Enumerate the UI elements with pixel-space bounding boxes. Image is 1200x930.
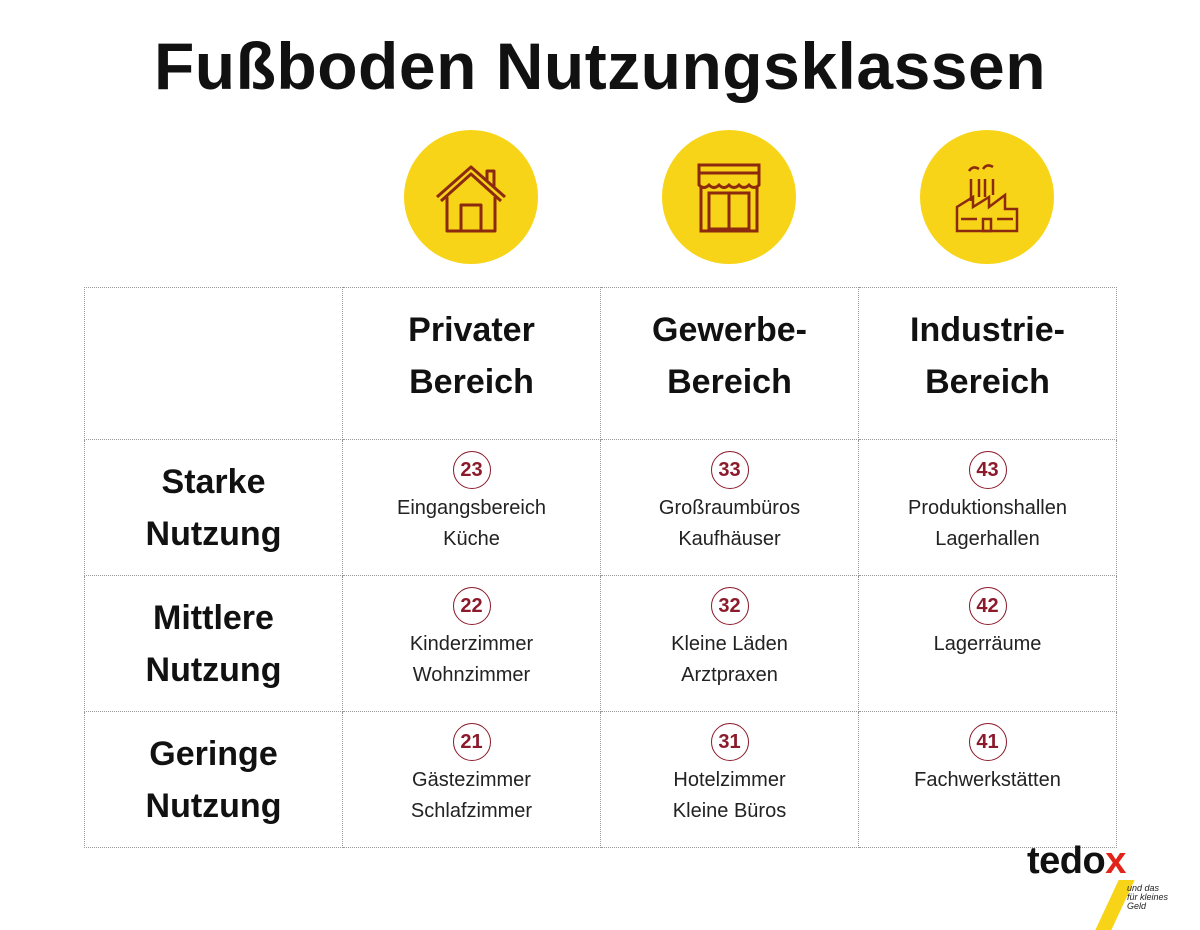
row-header: Geringe Nutzung [84, 711, 343, 848]
table-row: Starke Nutzung 23 Eingangsbereich Küche 33 Gro… [84, 439, 1117, 576]
row-header-line: Starke [161, 462, 266, 501]
room-type: Lagerräume [933, 633, 1042, 655]
commercial-icon-circle [662, 130, 796, 264]
class-number-badge: 31 [710, 723, 749, 761]
table-row: Geringe Nutzung 21 Gästezimmer Schlafzimmer 3… [84, 711, 1117, 848]
usage-class-cell: 22 Kinderzimmer Wohnzimmer [342, 575, 601, 712]
row-header-line: Nutzung [145, 650, 282, 689]
room-type: Kleine Büros [672, 800, 787, 822]
room-type: Hotelzimmer [673, 769, 786, 791]
usage-class-table: Privater Bereich Gewerbe- Bereich Industri… [84, 287, 1117, 848]
room-type: Produktionshallen [908, 497, 1067, 519]
class-number-badge: 32 [710, 587, 749, 625]
column-header-line: Gewerbe- [652, 311, 807, 349]
row-header-line: Nutzung [145, 786, 282, 825]
room-type: Eingangsbereich [397, 497, 546, 519]
class-number-badge: 23 [452, 451, 491, 489]
class-number-badge: 21 [452, 723, 491, 761]
room-type: Kinderzimmer [409, 633, 534, 655]
class-number-badge: 41 [968, 723, 1007, 761]
page-title: Fußboden Nutzungsklassen [153, 29, 1047, 103]
shop-icon [697, 163, 761, 233]
class-number-badge: 42 [968, 587, 1007, 625]
room-type: Gästezimmer [412, 769, 531, 791]
column-header-line: Industrie- [910, 311, 1065, 349]
column-header-line: Bereich [409, 363, 534, 401]
table-row: Mittlere Nutzung 22 Kinderzimmer Wohnzimmer 3… [84, 575, 1117, 712]
room-type: Großraumbüros [658, 497, 801, 519]
row-header: Mittlere Nutzung [84, 575, 343, 712]
column-header-commercial: Gewerbe- Bereich [600, 287, 859, 440]
room-type: Arztpraxen [681, 664, 778, 686]
usage-class-cell: 31 Hotelzimmer Kleine Büros [600, 711, 859, 848]
class-number-badge: 22 [452, 587, 491, 625]
row-header-line: Nutzung [145, 514, 282, 553]
house-icon [436, 165, 506, 233]
usage-class-cell: 23 Eingangsbereich Küche [342, 439, 601, 576]
column-header-line: Bereich [925, 363, 1050, 401]
room-type: Küche [443, 528, 500, 550]
usage-class-cell: 42 Lagerräume [858, 575, 1117, 712]
usage-class-cell: 41 Fachwerkstätten [858, 711, 1117, 848]
room-type: Schlafzimmer [410, 800, 533, 822]
empty-corner-cell [84, 287, 343, 440]
logo-slogan: und das für kleines Geld [1127, 883, 1169, 911]
row-header-line: Geringe [149, 734, 278, 773]
column-header-line: Privater [408, 311, 535, 349]
column-header-line: Bereich [667, 363, 792, 401]
room-type: Lagerhallen [935, 528, 1040, 550]
column-header-private: Privater Bereich [342, 287, 601, 440]
usage-class-cell: 33 Großraumbüros Kaufhäuser [600, 439, 859, 576]
usage-class-cell: 32 Kleine Läden Arztpraxen [600, 575, 859, 712]
column-header-industrial: Industrie- Bereich [858, 287, 1117, 440]
header-row: Privater Bereich Gewerbe- Bereich Industri… [84, 287, 1117, 440]
factory-icon [955, 164, 1019, 233]
private-icon-circle [404, 130, 538, 264]
room-type: Fachwerkstätten [914, 769, 1061, 791]
class-number-badge: 43 [968, 451, 1007, 489]
row-header: Starke Nutzung [84, 439, 343, 576]
room-type: Kleine Läden [671, 633, 788, 655]
industrial-icon-circle [920, 130, 1054, 264]
tedox-logo: tedox und das für kleines Geld [1027, 840, 1187, 930]
usage-class-cell: 21 Gästezimmer Schlafzimmer [342, 711, 601, 848]
class-number-badge: 33 [710, 451, 749, 489]
logo-wordmark: tedox [1027, 840, 1126, 882]
room-type: Kaufhäuser [678, 528, 781, 550]
room-type: Wohnzimmer [412, 664, 531, 686]
usage-class-cell: 43 Produktionshallen Lagerhallen [858, 439, 1117, 576]
row-header-line: Mittlere [153, 598, 274, 637]
